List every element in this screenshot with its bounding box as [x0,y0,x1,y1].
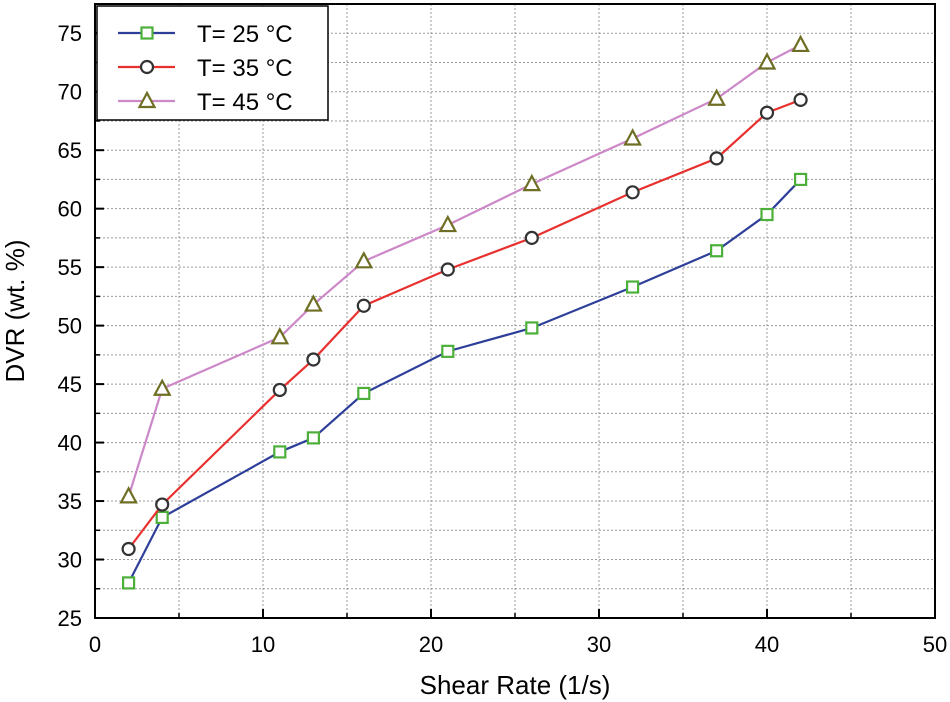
x-tick-label: 20 [419,632,443,657]
data-point [357,386,371,401]
data-point [121,541,136,557]
series-line [127,98,801,550]
series-triangle [119,34,810,504]
data-point [791,34,810,53]
data-point [709,151,724,166]
data-point [760,207,774,222]
series-line [127,178,802,584]
data-point [356,298,371,313]
data-point [119,486,138,504]
data-point [155,497,170,512]
legend-label: T= 25 °C [197,21,293,48]
series-circle [121,92,808,557]
data-point [522,173,542,192]
x-tick-label: 0 [89,632,101,657]
series-square [121,172,808,590]
data-point [304,294,323,312]
series-layer [119,34,810,590]
x-tick-label: 50 [923,632,947,657]
data-point [440,262,455,277]
y-tick-label: 45 [58,372,82,397]
data-point [793,172,808,187]
grid-lines [95,4,935,618]
y-tick-labels: 25 30 35 40 45 50 55 60 65 70 75 [58,21,82,631]
data-point [438,214,458,233]
y-tick-label: 35 [58,489,82,514]
y-tick-label: 55 [58,255,82,280]
x-tick-label: 10 [251,632,275,657]
data-point [155,510,169,525]
data-point [759,105,775,120]
x-axis-title: Shear Rate (1/s) [420,670,611,700]
data-point [152,378,172,396]
data-point [757,52,777,70]
data-point [625,185,640,200]
y-tick-label: 25 [58,606,82,631]
x-tick-labels: 0 10 20 30 40 50 [89,632,947,657]
data-point [273,445,287,459]
legend-marker [140,26,154,40]
legend-marker [137,90,157,109]
y-tick-label: 75 [58,21,82,46]
y-tick-label: 50 [58,314,82,339]
data-point [524,230,539,246]
data-point [354,250,374,269]
data-point [625,280,640,294]
legend-label: T= 45 °C [197,89,293,116]
y-axis-title: DVR (wt. %) [0,240,30,383]
axis-ticks [94,32,936,619]
y-tick-label: 65 [58,138,82,163]
data-point [121,576,136,590]
legend-marker [139,59,155,75]
data-point [306,352,321,367]
data-point [707,88,726,106]
x-tick-label: 40 [755,632,779,657]
y-tick-label: 60 [58,197,82,222]
y-tick-label: 30 [58,548,82,573]
data-point [793,92,808,108]
legend-label: T= 35 °C [197,55,293,82]
data-point [272,382,287,398]
y-tick-label: 40 [58,431,82,456]
y-tick-label: 70 [58,80,82,105]
x-tick-label: 30 [587,632,611,657]
data-point [306,431,320,445]
legend: T= 25 °C T= 35 °C T= 45 °C [96,5,329,121]
data-point [709,244,724,258]
data-point [623,128,642,146]
data-point [525,321,539,335]
data-point [441,344,455,358]
data-point [270,326,290,345]
